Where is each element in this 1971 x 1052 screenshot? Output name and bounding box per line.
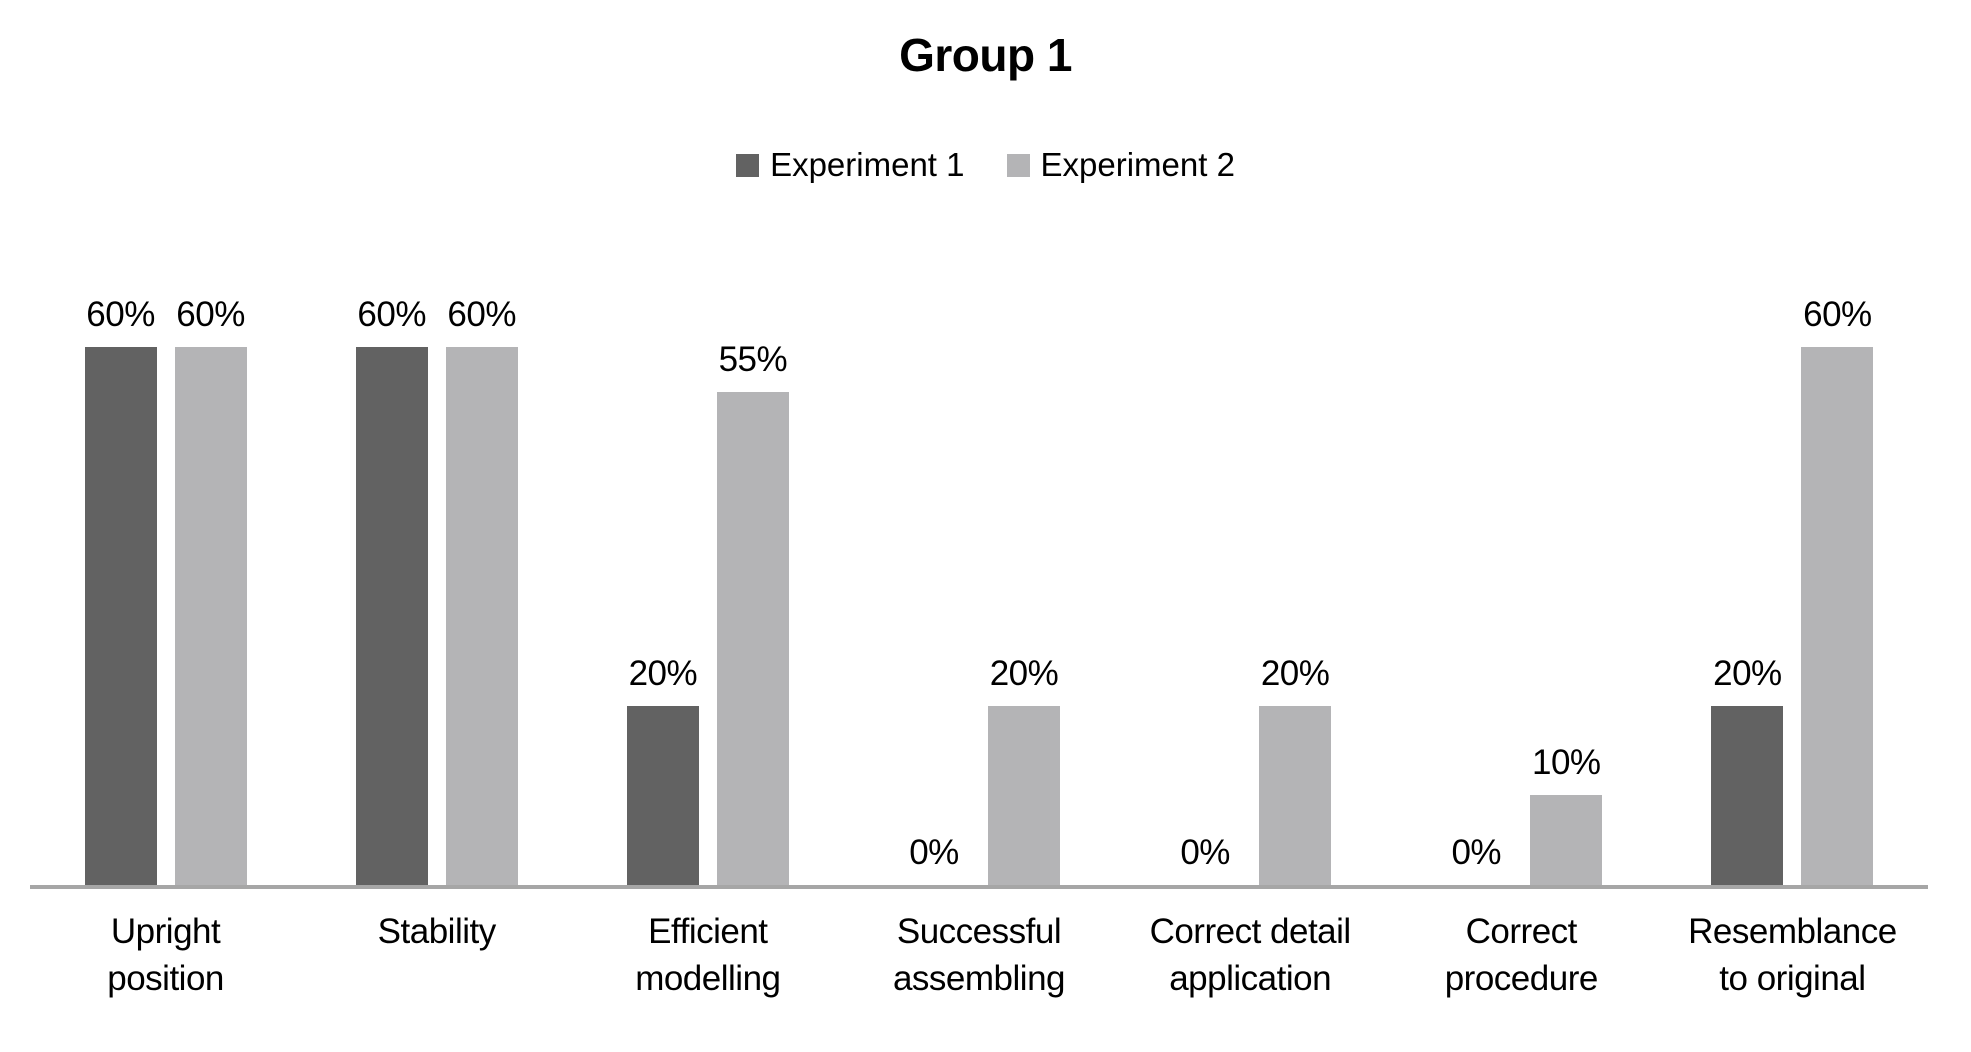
bar-series-2 (174, 346, 247, 885)
bar-slot-series-2: 60% (445, 294, 518, 885)
value-label: 10% (1531, 743, 1601, 783)
x-axis-label-line: Correct detail (1149, 912, 1352, 951)
bar-slot-series-2: 20% (987, 653, 1060, 885)
bar-slot-series-1: 60% (84, 294, 157, 885)
x-axis-label: Resemblance to original (1657, 908, 1928, 1002)
bar-slot-series-2: 60% (1801, 294, 1874, 885)
x-axis-label-line: application (1169, 959, 1332, 998)
value-label: 60% (1803, 294, 1872, 334)
bar-series-2 (716, 391, 789, 885)
x-axis-label-line: Stability (377, 912, 497, 951)
x-axis-label-line: Resemblance (1688, 912, 1897, 951)
value-label: 20% (1713, 653, 1782, 693)
x-axis-label-line: Efficient (648, 912, 768, 951)
plot-area: 60% 60% 60% 60% 20% 55% 0% 20% 0% 20% 0% 10% 20% 60% (30, 257, 1928, 885)
bar-series-2 (445, 346, 518, 885)
value-label: 60% (357, 294, 426, 334)
value-label: 0% (909, 833, 959, 872)
bar-slot-series-2: 10% (1530, 743, 1603, 885)
x-axis-labels: Upright position Stability Efficient modelli… (30, 908, 1928, 1002)
legend-label: Experiment 1 (770, 146, 965, 183)
value-label: 20% (628, 653, 698, 693)
bar-slot-series-1: 0% (1440, 833, 1512, 885)
bar-slot-series-1: 0% (1169, 833, 1241, 885)
value-label: 55% (718, 339, 788, 379)
legend-label: Experiment 2 (1040, 146, 1235, 183)
x-axis-label-line: position (107, 959, 224, 998)
bar-slot-series-2: 60% (174, 294, 247, 885)
bar-series-1 (84, 346, 157, 885)
value-label: 20% (989, 653, 1059, 693)
bar-series-2 (1801, 346, 1874, 885)
x-axis-label: Stability (301, 908, 572, 1002)
x-axis-line (30, 885, 1928, 889)
x-axis-label-line: Successful (896, 912, 1062, 951)
value-label: 60% (447, 294, 516, 334)
x-axis-label: Successful assembling (843, 908, 1114, 1002)
legend: Experiment 1 Experiment 2 (0, 146, 1971, 184)
value-label: 0% (1451, 833, 1502, 872)
x-axis-label: Correct detail application (1115, 908, 1386, 1002)
bar-slot-series-1: 60% (355, 294, 428, 885)
chart-title: Group 1 (899, 29, 1072, 81)
x-axis-label: Correct procedure (1386, 908, 1657, 1002)
x-axis-label-line: procedure (1444, 959, 1599, 998)
category-group: 0% 20% (1115, 257, 1386, 885)
x-axis-label: Efficient modelling (572, 908, 843, 1002)
x-axis-label: Upright position (30, 908, 301, 1002)
value-label: 60% (86, 294, 155, 334)
bar-series-2 (1530, 795, 1603, 885)
category-group: 20% 55% (572, 257, 843, 885)
x-axis-label-line: to original (1719, 959, 1866, 998)
bar-series-1 (626, 705, 699, 885)
category-group: 60% 60% (301, 257, 572, 885)
bar-series-2 (1259, 705, 1332, 885)
bar-slot-series-2: 55% (716, 339, 789, 885)
bar-series-1 (1711, 705, 1784, 885)
category-group: 60% 60% (30, 257, 301, 885)
bar-groups: 60% 60% 60% 60% 20% 55% 0% 20% 0% 20% 0% 10% 20% 60% (30, 257, 1928, 885)
x-axis-label-line: assembling (892, 959, 1066, 998)
bar-slot-series-1: 20% (626, 653, 699, 885)
category-group: 0% 10% (1386, 257, 1657, 885)
bar-slot-series-1: 0% (898, 833, 970, 885)
legend-swatch-icon (736, 153, 760, 177)
value-label: 20% (1260, 653, 1330, 693)
bar-series-2 (987, 705, 1060, 885)
bar-slot-series-2: 20% (1259, 653, 1332, 885)
legend-swatch-icon (1006, 153, 1030, 177)
category-group: 0% 20% (843, 257, 1114, 885)
value-label: 60% (176, 294, 245, 334)
legend-item-2: Experiment 2 (1006, 146, 1235, 184)
value-label: 0% (1180, 833, 1230, 872)
x-axis-label-line: Correct (1465, 912, 1578, 951)
category-group: 20% 60% (1657, 257, 1928, 885)
bar-series-1 (355, 346, 428, 885)
x-axis-label-line: Upright (110, 912, 221, 951)
legend-item-1: Experiment 1 (736, 146, 965, 184)
bar-slot-series-1: 20% (1711, 653, 1784, 885)
x-axis-label-line: modelling (635, 959, 781, 998)
